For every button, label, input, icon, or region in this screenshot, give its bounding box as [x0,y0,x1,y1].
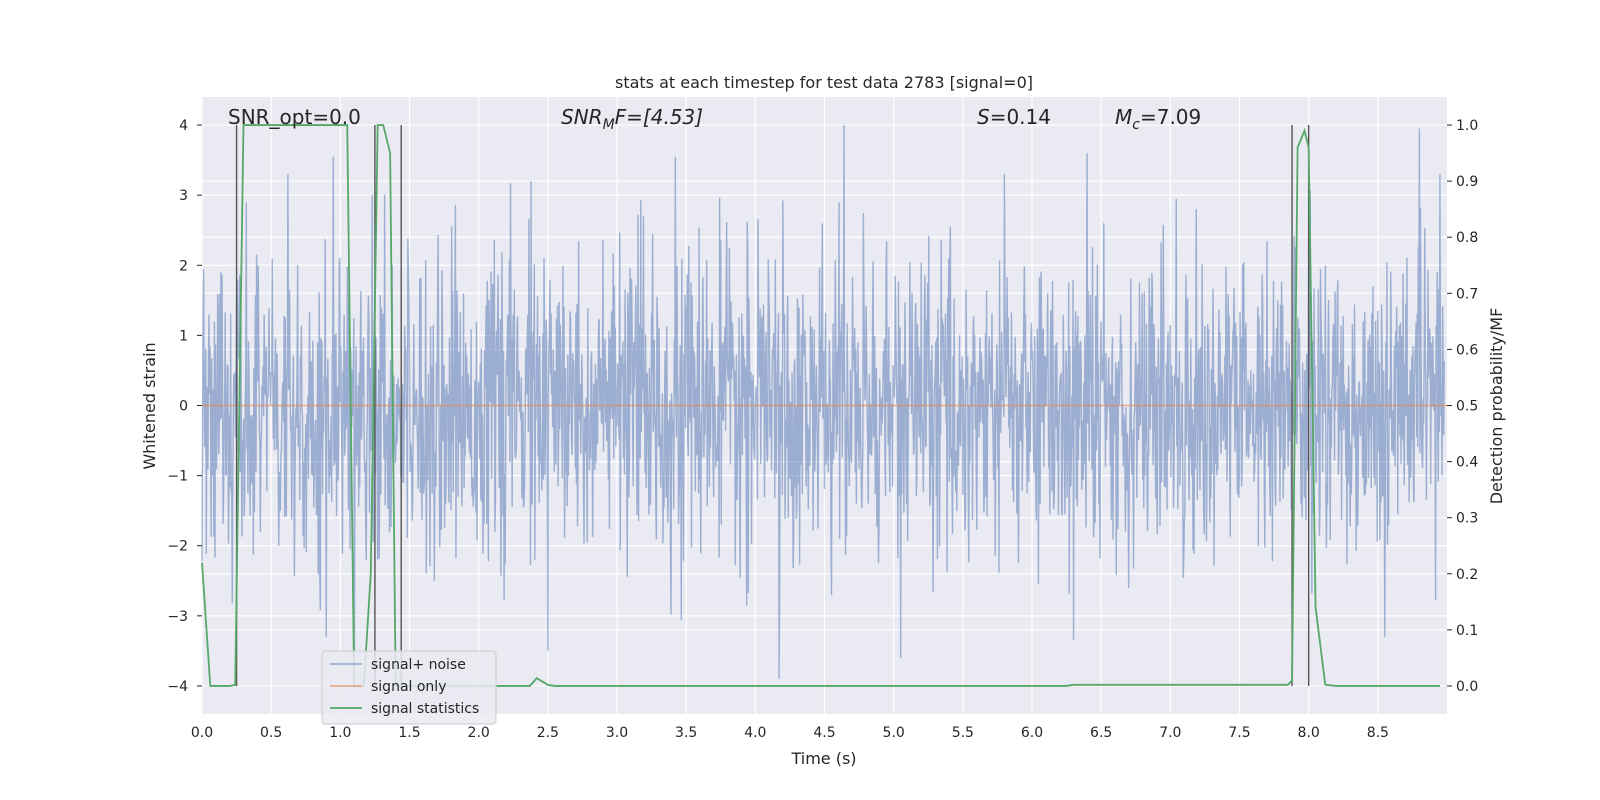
x-tick-label: 5.5 [952,725,974,741]
y-right-tick-label: 0.2 [1456,567,1478,583]
x-tick-label: 7.0 [1159,725,1181,741]
legend-label-signal-only: signal only [371,679,446,695]
legend-box [321,650,497,725]
annotation-s: S=0.14 [977,105,1051,129]
x-tick-label: 8.0 [1298,725,1320,741]
annotation-snr-mf: SNRMF=[4.53] [561,105,703,133]
x-tick-label: 6.0 [1021,725,1043,741]
y-right-tick-labels: 1.0 0.9 0.8 0.7 0.6 0.5 0.4 0.3 0.2 0.1 0.0 [1447,118,1478,695]
annotation-mc: Mc=7.09 [1115,105,1201,133]
x-axis-label: Time (s) [790,749,856,768]
y-tick-labels: 4 3 2 1 0 −1 −2 −3 −4 [167,118,202,695]
x-tick-label: 6.5 [1090,725,1112,741]
snr-mf-tail: F=[4.53] [615,105,703,129]
y-tick-label: 1 [179,328,188,344]
x-tick-label: 1.0 [329,725,351,741]
y-tick-label: −2 [167,539,188,555]
y-axis-label: Whitened strain [140,342,159,469]
x-tick-label: 2.0 [468,725,490,741]
s-tail: =0.14 [990,105,1051,129]
y-tick-label: 0 [179,399,188,415]
y-right-tick-label: 0.3 [1456,511,1478,527]
y-right-tick-label: 0.9 [1456,174,1478,190]
legend-label-signal-noise: signal+ noise [371,657,466,673]
s-main: S [977,105,990,129]
y-right-tick-label: 0.7 [1456,286,1478,302]
x-tick-label: 2.5 [537,725,559,741]
x-tick-label: 4.5 [813,725,835,741]
y-right-tick-label: 0.5 [1456,399,1478,415]
y-tick-label: 4 [179,118,188,134]
y-tick-label: 2 [179,258,188,274]
series-signal-noise [201,125,1445,679]
y-right-tick-label: 0.6 [1456,342,1478,358]
y-right-axis-label: Detection probability/MF [1487,308,1506,505]
mc-tail: =7.09 [1140,105,1201,129]
y-tick-label: 3 [179,188,188,204]
x-tick-label: 7.5 [1228,725,1250,741]
x-tick-label: 3.0 [606,725,628,741]
y-right-tick-label: 0.4 [1456,455,1478,471]
y-right-tick-label: 0.0 [1456,679,1478,695]
x-tick-labels: 0.0 0.5 1.0 1.5 2.0 2.5 3.0 3.5 4.0 4.5 5.0 5.5 6.0 6… [191,725,1389,741]
y-right-tick-label: 0.1 [1456,623,1478,639]
legend: signal+ noise signal only signal statist… [321,650,497,725]
annotation-snr-opt: SNR_opt=0.0 [228,105,361,129]
x-tick-label: 4.0 [744,725,766,741]
y-right-tick-label: 0.8 [1456,230,1478,246]
y-tick-label: −4 [167,679,188,695]
snr-mf-main: SNR [561,105,603,129]
x-tick-label: 8.5 [1367,725,1389,741]
mc-main: M [1115,105,1132,129]
snr-mf-sub: M [603,117,615,133]
signal-noise-line [201,125,1445,679]
y-tick-label: −1 [167,469,188,485]
x-tick-label: 1.5 [398,725,420,741]
legend-label-signal-statistics: signal statistics [371,701,479,717]
y-right-tick-label: 1.0 [1456,118,1478,134]
y-tick-label: −3 [167,609,188,625]
chart-title: stats at each timestep for test data 278… [615,73,1033,92]
x-tick-label: 3.5 [675,725,697,741]
mc-sub: c [1132,117,1140,133]
x-tick-label: 0.0 [191,725,213,741]
x-tick-label: 0.5 [260,725,282,741]
x-tick-label: 5.0 [883,725,905,741]
